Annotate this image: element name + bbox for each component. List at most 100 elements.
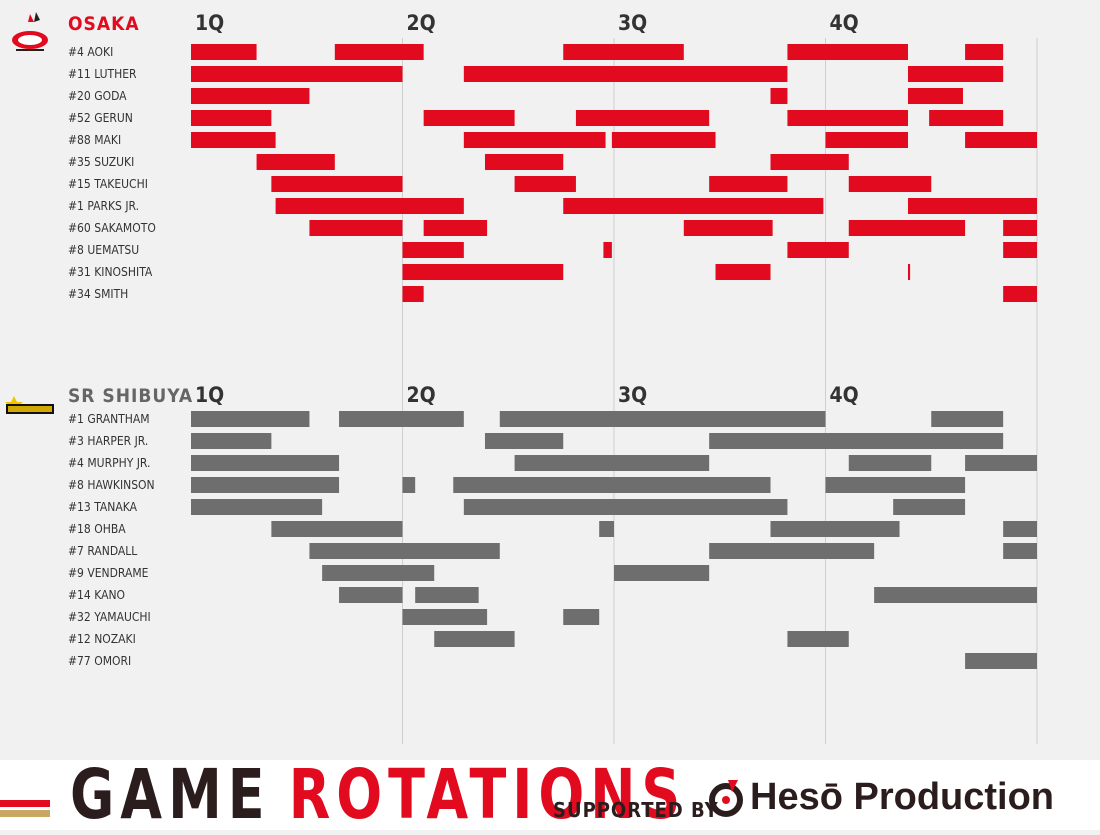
player-label: #7 RANDALL bbox=[68, 544, 137, 558]
stint-bar bbox=[1003, 286, 1037, 302]
stint-bar bbox=[965, 455, 1037, 471]
stint-bar bbox=[614, 565, 710, 581]
stint-bar bbox=[309, 220, 403, 236]
stint-bar bbox=[463, 132, 606, 148]
stint-bar bbox=[514, 176, 576, 192]
stint-bar bbox=[599, 521, 614, 537]
player-label: #8 HAWKINSON bbox=[68, 478, 155, 492]
stint-bar bbox=[563, 198, 824, 214]
player-label: #77 OMORI bbox=[68, 654, 131, 668]
footer-stripe-red bbox=[0, 800, 50, 807]
stint-bar bbox=[434, 631, 515, 647]
player-label: #32 YAMAUCHI bbox=[68, 610, 151, 624]
footer-banner: GAME ROTATIONS SUPPORTED BY Hesō Producti… bbox=[0, 755, 1100, 835]
player-label: #20 GODA bbox=[68, 89, 127, 103]
stint-bar bbox=[683, 220, 773, 236]
stint-bar bbox=[463, 499, 788, 515]
stint-bar bbox=[848, 176, 932, 192]
quarter-label: 3Q bbox=[618, 383, 647, 407]
quarter-label: 2Q bbox=[407, 383, 436, 407]
stint-bar bbox=[907, 88, 963, 104]
player-label: #35 SUZUKI bbox=[68, 155, 134, 169]
osaka-rotation: 1Q 2Q 3Q 4Q #4 AOKI #11 LUTHER #20 GODA #52 GER… bbox=[68, 11, 1037, 302]
stint-bar bbox=[787, 110, 908, 126]
shibuya-team-name: SR SHIBUYA bbox=[68, 385, 193, 407]
stint-bar bbox=[402, 286, 424, 302]
player-label: #4 AOKI bbox=[68, 45, 113, 59]
stint-bar bbox=[893, 499, 966, 515]
stint-bar bbox=[1003, 521, 1037, 537]
player-label: #52 GERUN bbox=[68, 111, 133, 125]
player-label: #34 SMITH bbox=[68, 287, 128, 301]
stint-bar bbox=[339, 587, 403, 603]
stint-bar bbox=[463, 66, 788, 82]
stint-bar bbox=[907, 198, 1037, 214]
stint-bar bbox=[907, 66, 1004, 82]
stint-bar bbox=[825, 132, 908, 148]
stint-bar bbox=[423, 110, 515, 126]
stint-bar bbox=[191, 44, 257, 60]
osaka-logo bbox=[12, 12, 48, 51]
supported-by-label: SUPPORTED BY bbox=[553, 798, 719, 822]
player-label: #15 TAKEUCHI bbox=[68, 177, 148, 191]
quarter-label: 3Q bbox=[618, 11, 647, 35]
stint-bar bbox=[709, 433, 1004, 449]
player-label: #9 VENDRAME bbox=[68, 566, 149, 580]
stint-bar bbox=[563, 609, 600, 625]
stint-bar bbox=[191, 477, 340, 493]
stint-bar bbox=[709, 543, 875, 559]
player-label: #88 MAKI bbox=[68, 133, 121, 147]
stint-bar bbox=[787, 44, 908, 60]
stint-bar bbox=[874, 587, 1037, 603]
osaka-team-name: OSAKA bbox=[68, 13, 140, 35]
stint-bar bbox=[402, 242, 464, 258]
stint-bar bbox=[514, 455, 710, 471]
quarter-label: 4Q bbox=[830, 383, 859, 407]
stint-bar bbox=[715, 264, 771, 280]
rotation-chart: OSAKA SR SHIBUYA 1Q 2Q 3Q 4Q #4 AOKI #11 LUTH… bbox=[5, 11, 1038, 744]
player-label: #14 KANO bbox=[68, 588, 125, 602]
stint-bar bbox=[611, 132, 716, 148]
stint-bar bbox=[339, 411, 464, 427]
stint-bar bbox=[575, 110, 710, 126]
shibuya-logo bbox=[5, 396, 54, 414]
stint-bar bbox=[415, 587, 479, 603]
shibuya-rotation: 1Q 2Q 3Q 4Q #1 GRANTHAM #3 HARPER JR. #4 MURPH… bbox=[68, 383, 1037, 669]
footer-title-rotations: ROTATIONS bbox=[288, 754, 687, 835]
stint-bar bbox=[787, 242, 849, 258]
stint-bar bbox=[322, 565, 435, 581]
stint-bar bbox=[402, 609, 488, 625]
stint-bar bbox=[965, 653, 1037, 669]
player-label: #12 NOZAKI bbox=[68, 632, 136, 646]
stint-bar bbox=[402, 477, 416, 493]
stint-bar bbox=[256, 154, 335, 170]
stint-bar bbox=[770, 154, 849, 170]
stint-bar bbox=[603, 242, 612, 258]
player-label: #31 KINOSHITA bbox=[68, 265, 153, 279]
stint-bar bbox=[191, 110, 272, 126]
stint-bar bbox=[402, 264, 564, 280]
stint-bar bbox=[484, 154, 564, 170]
stint-bar bbox=[825, 477, 966, 493]
stint-bar bbox=[965, 44, 1004, 60]
player-label: #1 PARKS JR. bbox=[68, 199, 139, 213]
stint-bar bbox=[191, 499, 323, 515]
stint-bar bbox=[931, 411, 1004, 427]
sponsor-logo-icon bbox=[709, 780, 743, 817]
stint-bar bbox=[309, 543, 500, 559]
stint-bar bbox=[1003, 543, 1037, 559]
player-label: #18 OHBA bbox=[68, 522, 126, 536]
stint-bar bbox=[271, 521, 403, 537]
stint-bar bbox=[787, 631, 849, 647]
stint-bar bbox=[484, 433, 564, 449]
stint-bar bbox=[1003, 242, 1037, 258]
quarter-label: 1Q bbox=[195, 383, 224, 407]
stint-bar bbox=[848, 220, 966, 236]
footer-title-game: GAME bbox=[70, 754, 271, 835]
stint-bar bbox=[191, 66, 403, 82]
stint-bar bbox=[499, 411, 826, 427]
stint-bar bbox=[907, 264, 911, 280]
footer-stripe-gold bbox=[0, 810, 50, 817]
stint-bar bbox=[191, 455, 340, 471]
stint-bar bbox=[191, 88, 310, 104]
